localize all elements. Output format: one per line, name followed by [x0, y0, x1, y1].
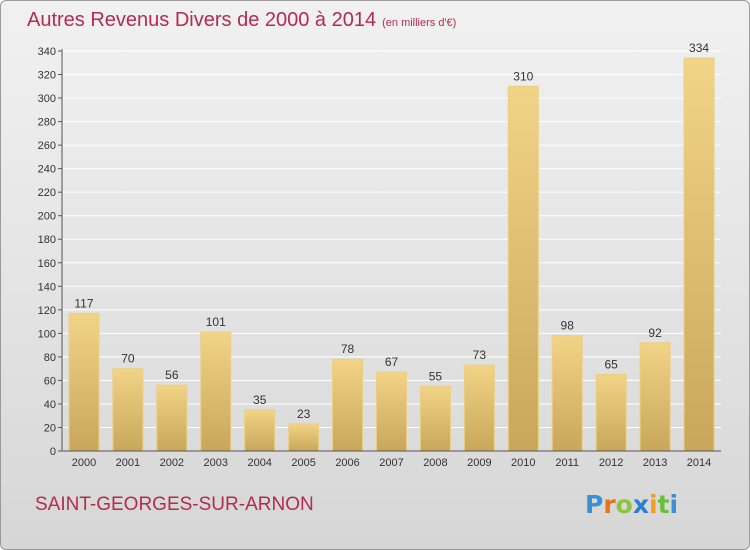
- data-label: 23: [297, 407, 311, 421]
- x-tick-label: 2014: [687, 457, 711, 469]
- data-label: 56: [165, 368, 179, 382]
- y-tick-label: 340: [38, 46, 56, 58]
- logo-letter: o: [615, 490, 633, 519]
- bar: [200, 331, 232, 452]
- data-label: 55: [429, 369, 443, 383]
- bar: [68, 312, 100, 452]
- y-tick-label: 80: [44, 352, 56, 364]
- bar: [463, 364, 495, 452]
- x-tick-label: 2010: [511, 457, 535, 469]
- x-tick-label: 2002: [160, 457, 184, 469]
- y-tick-label: 20: [44, 422, 56, 434]
- x-tick-label: 2001: [116, 457, 140, 469]
- bar: [419, 385, 451, 452]
- bar: [288, 423, 320, 452]
- y-tick-label: 280: [38, 117, 56, 129]
- y-tick-label: 300: [38, 93, 56, 105]
- data-label: 334: [689, 41, 709, 55]
- data-label: 101: [206, 315, 226, 329]
- logo-letter: i: [649, 490, 658, 519]
- chart-title: Autres Revenus Divers de 2000 à 2014 (en …: [27, 9, 456, 32]
- bar: [639, 342, 671, 452]
- x-tick-label: 2009: [467, 457, 491, 469]
- data-label: 73: [473, 348, 487, 362]
- bar: [112, 368, 144, 452]
- y-tick-label: 100: [38, 328, 56, 340]
- x-tick-label: 2007: [379, 457, 403, 469]
- data-label: 35: [253, 393, 267, 407]
- x-tick-label: 2000: [72, 457, 96, 469]
- x-tick-label: 2004: [247, 457, 271, 469]
- data-label: 117: [74, 296, 93, 310]
- data-label: 67: [385, 355, 399, 369]
- y-tick-label: 220: [38, 187, 56, 199]
- data-label: 310: [513, 69, 533, 83]
- y-tick-label: 0: [50, 446, 56, 458]
- bar: [507, 85, 539, 452]
- data-label: 98: [561, 319, 575, 333]
- title-unit: (en milliers d'€): [382, 17, 457, 29]
- bar: [156, 384, 188, 452]
- bar: [595, 374, 627, 452]
- y-tick-label: 180: [38, 234, 56, 246]
- x-tick-label: 2011: [555, 457, 579, 469]
- logo-letter: t: [657, 490, 670, 519]
- x-tick-label: 2006: [335, 457, 359, 469]
- data-label: 65: [604, 358, 618, 372]
- y-tick-label: 40: [44, 399, 56, 411]
- y-tick-label: 260: [38, 140, 56, 152]
- x-tick-label: 2013: [643, 457, 667, 469]
- y-tick-label: 140: [38, 281, 56, 293]
- city-name: SAINT-GEORGES-SUR-ARNON: [35, 494, 314, 515]
- bar: [551, 335, 583, 452]
- data-label: 70: [121, 352, 135, 366]
- logo-letter: P: [585, 490, 604, 519]
- bar: [683, 57, 715, 452]
- logo-letter: x: [632, 490, 649, 519]
- x-tick-label: 2003: [204, 457, 228, 469]
- title-text: Autres Revenus Divers de 2000 à 2014: [27, 9, 377, 31]
- y-tick-label: 60: [44, 375, 56, 387]
- proxiti-logo: Proxiti: [585, 490, 678, 519]
- x-tick-label: 2008: [423, 457, 447, 469]
- y-tick-label: 200: [38, 211, 56, 223]
- bar: [244, 409, 276, 452]
- data-label: 92: [648, 326, 662, 340]
- x-tick-label: 2005: [291, 457, 315, 469]
- logo-letter: r: [603, 490, 616, 519]
- data-label: 78: [341, 342, 355, 356]
- bar: [376, 371, 407, 452]
- y-tick-label: 120: [38, 305, 56, 317]
- y-tick-label: 320: [38, 70, 56, 82]
- logo-letter: i: [669, 490, 679, 519]
- x-tick-label: 2012: [599, 457, 623, 469]
- y-tick-label: 160: [38, 258, 56, 270]
- bar: [332, 358, 364, 452]
- y-tick-label: 240: [38, 164, 56, 176]
